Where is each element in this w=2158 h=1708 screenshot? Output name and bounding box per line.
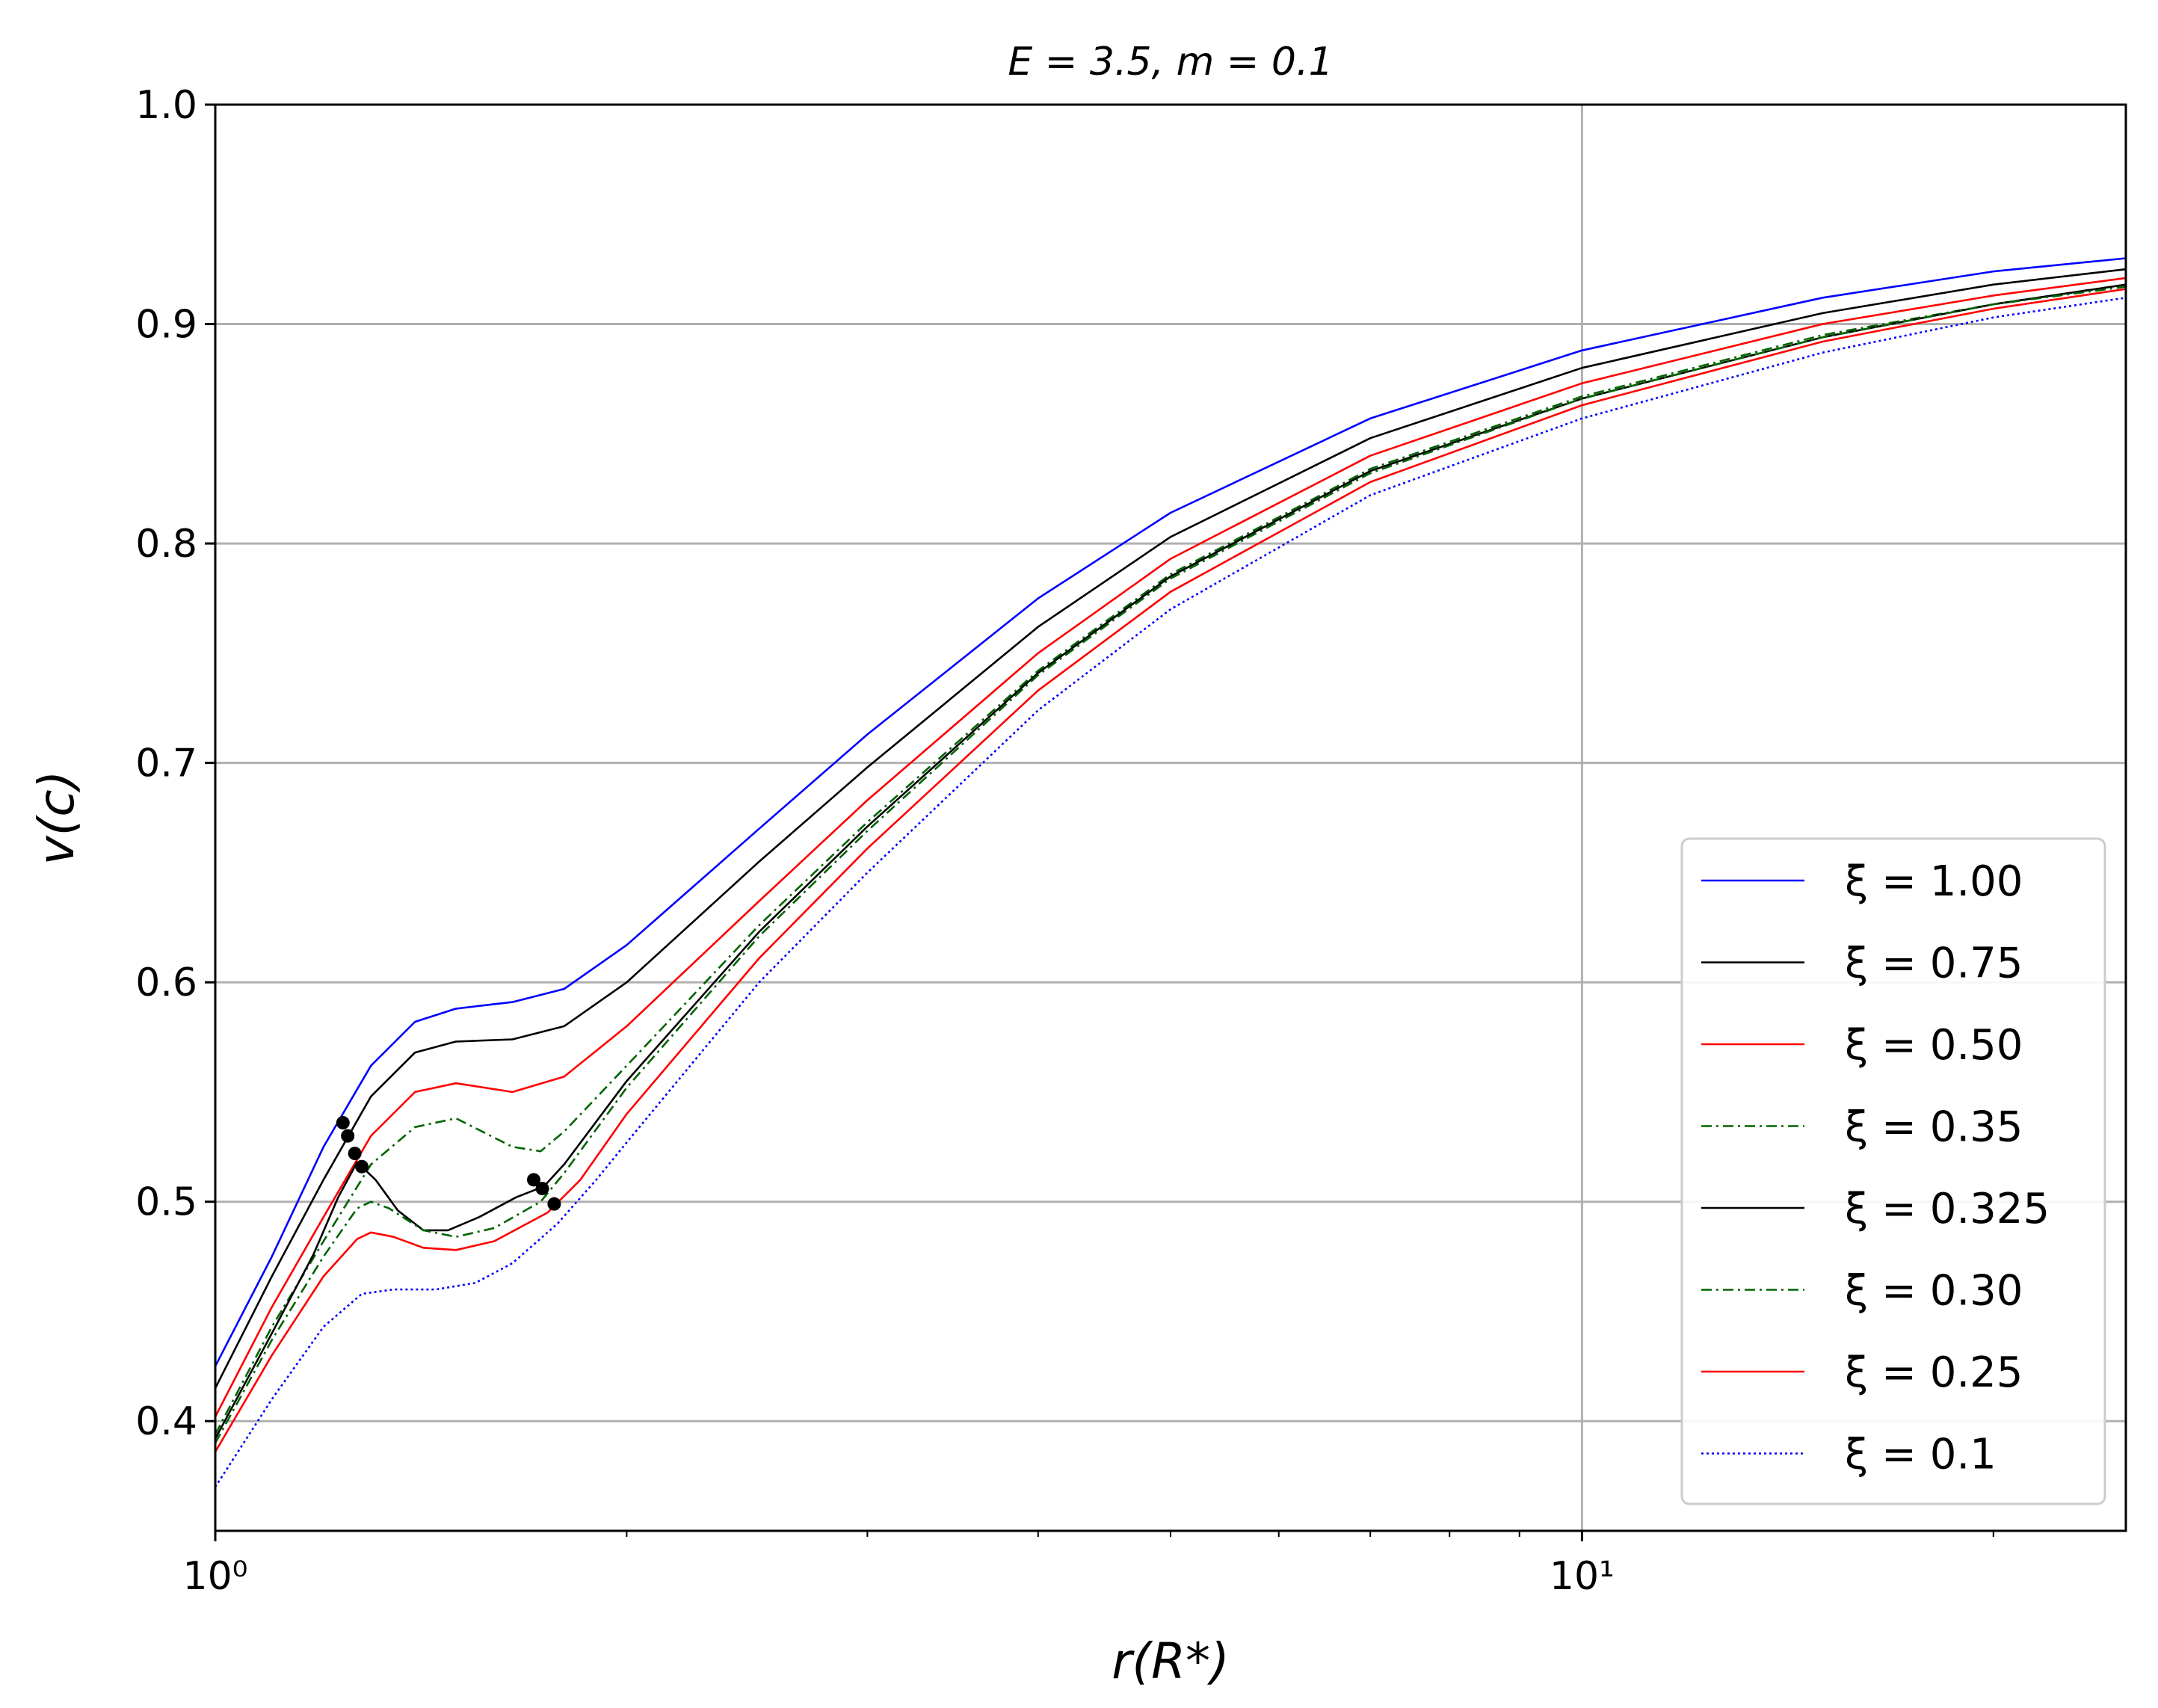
critical-point-marker	[348, 1147, 362, 1161]
legend-label: ξ = 1.00	[1845, 857, 2023, 906]
y-tick-label: 0.5	[135, 1180, 197, 1225]
major-ticks	[205, 103, 1583, 1541]
legend-label: ξ = 0.25	[1845, 1348, 2023, 1397]
series-line-0	[214, 257, 2127, 1367]
legend-label: ξ = 0.75	[1845, 940, 2023, 988]
series-layer	[214, 257, 2127, 1488]
legend-box	[1680, 837, 2106, 1505]
x-axis-label: r(R*)	[1112, 1633, 1230, 1690]
series-line-1	[214, 268, 2127, 1389]
y-tick-label: 0.8	[135, 522, 197, 567]
critical-point-marker	[547, 1197, 561, 1211]
legend-label: ξ = 0.325	[1845, 1185, 2050, 1233]
y-tick-label: 0.6	[135, 961, 197, 1005]
critical-point-marker	[341, 1129, 355, 1143]
critical-point-marker	[336, 1116, 350, 1130]
critical-point-marker	[355, 1159, 369, 1174]
series-line-6	[214, 288, 2127, 1452]
critical-point-marker	[527, 1173, 541, 1187]
x-tick-label: 10⁰	[182, 1554, 247, 1599]
legend-label: ξ = 0.1	[1845, 1431, 1997, 1479]
series-line-5	[214, 286, 2127, 1444]
plot-frame	[214, 103, 2127, 1532]
y-tick-label: 1.0	[135, 83, 197, 128]
x-tick-label: 10¹	[1550, 1554, 1615, 1599]
chart-title: E = 3.5, m = 0.1	[1008, 40, 1333, 84]
legend-label: ξ = 0.50	[1845, 1021, 2023, 1070]
legend-label: ξ = 0.35	[1845, 1103, 2023, 1152]
marker-layer	[336, 1116, 561, 1211]
legend: ξ = 1.00 ξ = 0.75 ξ = 0.50 ξ = 0.35 ξ = 0.32…	[1680, 837, 2106, 1505]
y-axis-label: v(c)	[28, 771, 85, 866]
legend-label: ξ = 0.30	[1845, 1267, 2023, 1316]
tick-labels: 0.4 0.5 0.6 0.7 0.8 0.9 1.0 10⁰ 10¹	[135, 83, 1615, 1599]
y-tick-label: 0.4	[135, 1399, 197, 1444]
series-line-2	[214, 277, 2127, 1417]
series-line-3	[214, 283, 2127, 1435]
critical-point-marker	[535, 1182, 549, 1196]
y-tick-label: 0.9	[135, 303, 197, 348]
y-tick-label: 0.7	[135, 742, 197, 786]
series-line-7	[214, 297, 2127, 1488]
